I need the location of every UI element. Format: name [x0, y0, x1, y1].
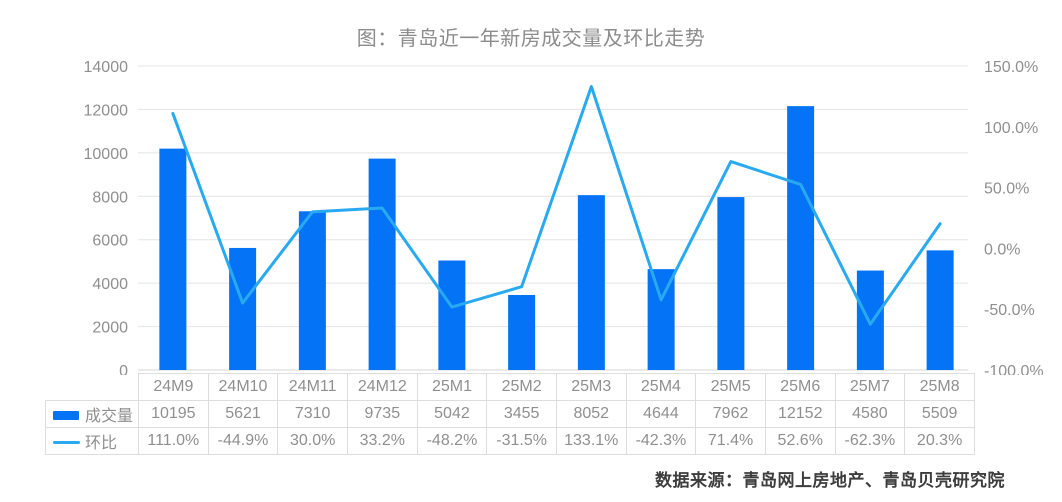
bar-25M5 [717, 197, 745, 370]
category-header-row: 24M9 24M10 24M11 24M12 25M1 25M2 25M3 25M4 25M5 2… [46, 373, 975, 401]
left-axis-tick-label: 12000 [84, 102, 129, 119]
volume-cell: 9735 [346, 400, 418, 428]
category-header: 25M5 [695, 373, 766, 401]
bar-25M3 [577, 195, 605, 370]
right-axis-tick-label: -100.0% [984, 363, 1044, 375]
bar-25M1 [438, 260, 466, 370]
combo-chart: 02000400060008000100001200014000-100.0%-… [84, 59, 1044, 375]
chart-title: 图：青岛近一年新房成交量及环比走势 [356, 28, 706, 50]
volume-cell: 10195 [138, 400, 209, 428]
data-source: 数据来源：青岛网上房地产、青岛贝壳研究院 [655, 471, 1005, 490]
pct-cell: 33.2% [346, 427, 418, 455]
category-header: 24M12 [346, 373, 418, 401]
bar-25M2 [508, 294, 536, 370]
volume-cell: 7310 [277, 400, 348, 428]
bar-25M6 [787, 106, 815, 371]
pct-cell: -62.3% [834, 427, 906, 455]
bar-24M11 [298, 211, 326, 370]
category-header: 25M1 [416, 373, 488, 401]
left-axis-tick-label: 8000 [92, 189, 128, 206]
right-axis-tick-label: 150.0% [984, 59, 1038, 76]
left-axis-tick-label: 4000 [92, 276, 128, 293]
line-series [171, 85, 942, 326]
volume-cell: 12152 [764, 400, 836, 428]
bar-24M12 [368, 158, 396, 370]
legend-item-volume: 成交量 [45, 400, 139, 428]
left-axis-tick-label: 10000 [84, 146, 129, 163]
category-header: 24M11 [277, 373, 348, 401]
pct-cell: -31.5% [486, 427, 557, 455]
right-axis-tick-label: 100.0% [984, 120, 1038, 137]
gridlines [138, 65, 968, 371]
volume-cell: 3455 [486, 400, 557, 428]
volume-cell: 7962 [695, 400, 766, 428]
pct-cell: -44.9% [207, 427, 279, 455]
category-header: 24M9 [138, 373, 209, 401]
right-axis-tick-label: 50.0% [984, 181, 1029, 198]
bar-legend-swatch [53, 411, 79, 421]
pct-cell: 71.4% [695, 427, 766, 455]
volume-cell: 5042 [416, 400, 488, 428]
category-header: 25M8 [904, 373, 975, 401]
right-axis-tick-label: 0.0% [984, 241, 1020, 258]
category-header: 24M10 [207, 373, 279, 401]
left-axis-tick-label: 14000 [84, 59, 129, 76]
legend-label: 成交量 [85, 408, 134, 425]
category-header: 25M3 [555, 373, 627, 401]
pct-cell: 30.0% [277, 427, 348, 455]
pct-cell: 20.3% [904, 427, 975, 455]
category-header: 25M4 [625, 373, 697, 401]
volume-cell: 5621 [207, 400, 279, 428]
pct-cell: -42.3% [625, 427, 697, 455]
line-legend-swatch [53, 441, 80, 445]
volume-cell: 8052 [555, 400, 627, 428]
data-table: 24M9 24M10 24M11 24M12 25M1 25M2 25M3 25M4 25M5 2… [45, 373, 975, 455]
category-header: 25M2 [486, 373, 557, 401]
pct-cell: 52.6% [764, 427, 836, 455]
right-axis-tick-label: -50.0% [984, 302, 1035, 319]
volume-cell: 4580 [834, 400, 906, 428]
table-row: 环比 111.0% -44.9% 30.0% 33.2% -48.2% -31.5% 133.… [45, 427, 975, 455]
corner-cell [46, 374, 139, 401]
category-header: 25M6 [764, 373, 836, 401]
bar-24M9 [159, 148, 187, 370]
volume-cell: 4644 [625, 400, 697, 428]
bar-25M4 [647, 269, 675, 370]
left-axis-tick-label: 0 [119, 363, 128, 375]
bar-25M8 [926, 250, 954, 370]
left-axis-labels: 0 2000 4000 6000 8000 10000 12000 14000 [84, 59, 129, 375]
bar-25M7 [856, 270, 884, 370]
pct-cell: -48.2% [416, 427, 488, 455]
left-axis-tick-label: 2000 [92, 320, 128, 337]
category-header: 25M7 [834, 373, 906, 401]
legend-label: 环比 [85, 435, 118, 452]
bar-series [159, 106, 954, 371]
table-row: 成交量 10195 5621 7310 9735 5042 3455 8052 4644 7962… [45, 400, 975, 428]
pct-cell: 133.1% [555, 427, 627, 455]
legend-item-ratio: 环比 [45, 427, 139, 455]
pct-cell: 111.0% [138, 427, 209, 455]
right-axis-labels: -100.0% -50.0% 0.0% 50.0% 100.0% 150.0% [984, 59, 1044, 375]
bar-24M10 [229, 247, 257, 370]
left-axis-tick-label: 6000 [92, 233, 128, 250]
volume-cell: 5509 [904, 400, 975, 428]
